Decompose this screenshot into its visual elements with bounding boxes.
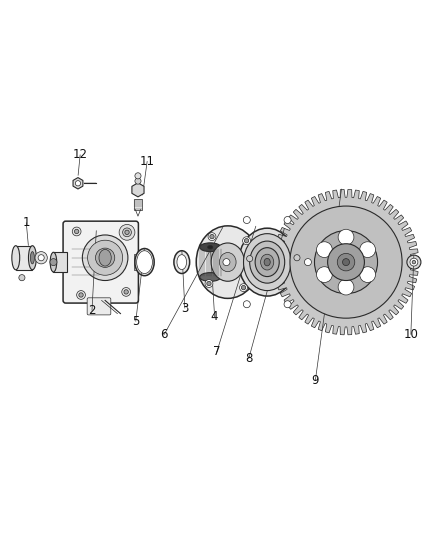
Text: 3: 3 [181,302,188,314]
Circle shape [243,301,250,308]
Ellipse shape [28,246,36,270]
Circle shape [135,178,141,184]
Circle shape [337,253,355,271]
Polygon shape [132,183,144,197]
Ellipse shape [219,253,236,272]
Circle shape [244,239,249,243]
Circle shape [208,233,216,240]
Bar [16,246,32,270]
Ellipse shape [250,241,285,283]
Ellipse shape [200,243,221,252]
Ellipse shape [255,248,279,277]
Circle shape [338,279,354,295]
Circle shape [205,280,213,287]
Ellipse shape [99,249,111,266]
Circle shape [79,293,83,297]
Circle shape [75,181,81,186]
Text: 9: 9 [311,374,319,387]
Ellipse shape [208,246,213,249]
Circle shape [119,224,135,240]
Circle shape [125,230,129,235]
Circle shape [360,242,375,257]
Circle shape [317,242,332,257]
Circle shape [50,259,57,265]
Ellipse shape [261,254,274,270]
Circle shape [241,286,246,290]
Text: 2: 2 [88,304,96,317]
Text: 8: 8 [245,352,252,365]
Ellipse shape [264,259,270,266]
Ellipse shape [244,233,291,290]
Ellipse shape [50,252,57,272]
Circle shape [124,290,128,294]
Bar [200,247,221,277]
Ellipse shape [135,248,154,276]
Ellipse shape [177,255,187,270]
Circle shape [240,284,247,292]
Circle shape [35,252,47,264]
Text: 12: 12 [73,148,88,161]
Ellipse shape [137,251,152,273]
Bar [134,254,144,270]
Circle shape [207,281,211,286]
Ellipse shape [12,246,20,270]
Circle shape [317,266,332,282]
Ellipse shape [30,252,34,264]
Circle shape [314,231,378,294]
Text: 11: 11 [140,155,155,168]
Circle shape [407,255,421,269]
Circle shape [243,216,250,223]
Circle shape [122,287,131,296]
Circle shape [19,274,25,281]
Ellipse shape [200,273,221,281]
Circle shape [243,237,251,245]
Text: 5: 5 [132,315,139,328]
Circle shape [123,228,131,237]
Circle shape [294,255,300,261]
Ellipse shape [239,228,296,296]
Circle shape [343,259,350,265]
Ellipse shape [196,226,259,298]
Circle shape [247,255,253,262]
Circle shape [410,258,418,266]
Circle shape [290,206,402,318]
Circle shape [360,266,375,282]
Circle shape [338,229,354,245]
Ellipse shape [174,251,190,273]
Circle shape [74,229,79,233]
Circle shape [135,173,141,179]
Circle shape [77,290,85,300]
Circle shape [328,244,364,280]
Circle shape [95,248,115,268]
Polygon shape [273,189,419,335]
Circle shape [38,255,44,261]
Circle shape [88,240,123,275]
Circle shape [284,216,291,223]
Circle shape [223,259,230,265]
Text: 1: 1 [22,216,30,229]
Circle shape [412,260,416,264]
Circle shape [284,301,291,308]
Circle shape [210,235,214,239]
Circle shape [72,227,81,236]
Bar [53,252,67,272]
FancyBboxPatch shape [63,221,138,303]
Text: 6: 6 [160,328,168,341]
Ellipse shape [211,243,244,281]
Circle shape [82,235,128,280]
Polygon shape [73,177,83,189]
Text: 4: 4 [211,310,219,324]
Bar [134,199,142,209]
Text: 7: 7 [213,345,221,358]
FancyBboxPatch shape [87,298,111,315]
Text: 10: 10 [403,328,418,341]
Circle shape [304,259,311,265]
